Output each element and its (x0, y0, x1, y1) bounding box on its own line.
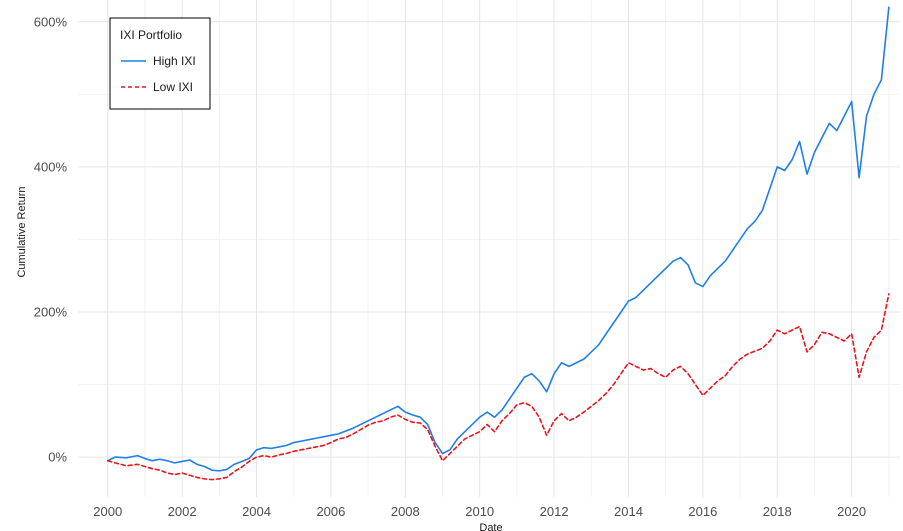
x-tick-label: 2000 (93, 504, 122, 519)
y-tick-label: 400% (34, 159, 68, 174)
x-tick-label: 2016 (688, 504, 717, 519)
x-tick-label: 2010 (465, 504, 494, 519)
x-axis-title: Date (479, 522, 502, 531)
legend-label-low-ixi: Low IXI (153, 80, 193, 94)
legend-box (109, 17, 211, 110)
x-tick-label: 2008 (391, 504, 420, 519)
grid-minor (78, 0, 900, 497)
x-tick-label: 2004 (242, 504, 271, 519)
x-tick-label: 2002 (168, 504, 197, 519)
x-tick-label: 2012 (540, 504, 569, 519)
series-line-low-ixi (106, 293, 890, 481)
legend: IXI Portfolio High IXI Low IXI (109, 17, 211, 110)
y-tick-label: 200% (34, 304, 68, 319)
x-tick-label: 2020 (837, 504, 866, 519)
tick-labels: 2000 2002 2004 2006 2008 2010 2012 2014 2016 2018… (34, 14, 866, 519)
grid-major (78, 0, 900, 497)
series-layer (106, 6, 890, 481)
y-axis-title: Cumulative Return (16, 186, 28, 277)
y-tick-label: 600% (34, 14, 68, 29)
x-tick-label: 2014 (614, 504, 643, 519)
x-tick-label: 2006 (316, 504, 345, 519)
series-line-high-ixi (106, 6, 890, 472)
legend-label-high-ixi: High IXI (153, 54, 196, 68)
legend-title: IXI Portfolio (120, 28, 182, 42)
y-tick-label: 0% (48, 450, 67, 465)
x-tick-label: 2018 (763, 504, 792, 519)
